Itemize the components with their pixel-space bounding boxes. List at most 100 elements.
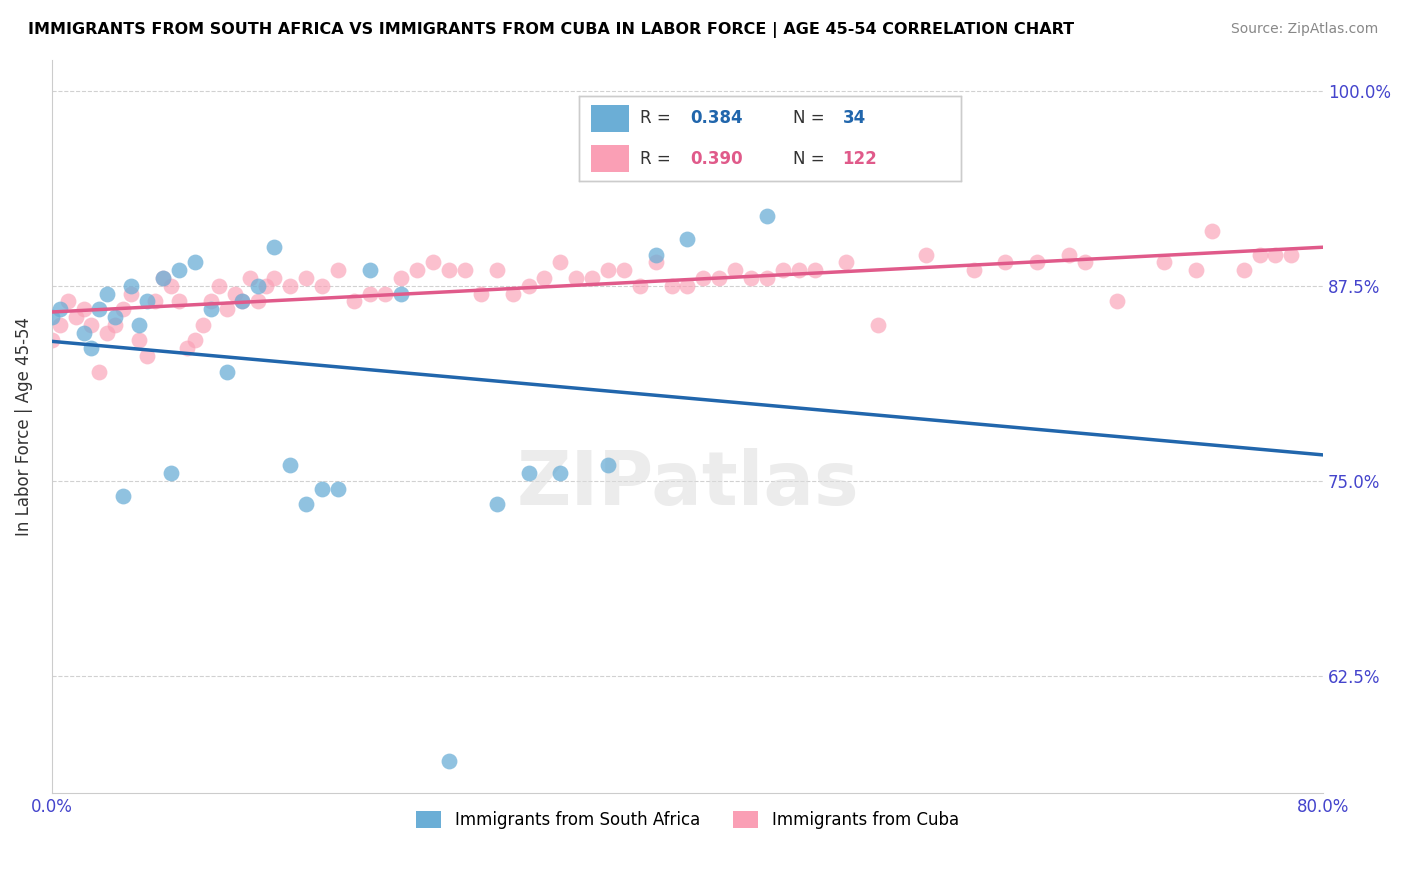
Point (644, 247, 666, 261)
Point (89, 365, 111, 379)
Point (502, 286, 524, 301)
Legend: Immigrants from South Africa, Immigrants from Cuba: Immigrants from South Africa, Immigrants… (409, 804, 966, 836)
Point (1249, 247, 1271, 261)
Point (389, 286, 412, 301)
Point (263, 240, 285, 254)
Point (914, 247, 936, 261)
Point (89, 302, 111, 317)
Point (454, 263, 477, 277)
Point (191, 318, 214, 332)
Point (41, 334, 63, 348)
Point (343, 294, 366, 309)
Point (239, 271, 262, 285)
Point (200, 294, 222, 309)
Point (120, 286, 142, 301)
Point (692, 271, 714, 285)
Point (787, 263, 810, 277)
Point (80, 318, 103, 332)
Point (868, 318, 890, 332)
Point (167, 263, 190, 277)
Point (994, 255, 1017, 269)
Point (247, 278, 270, 293)
Point (661, 278, 683, 293)
Point (389, 271, 412, 285)
Point (1153, 255, 1175, 269)
Point (740, 271, 762, 285)
Point (48, 318, 70, 332)
Point (1026, 255, 1049, 269)
Point (803, 263, 825, 277)
Point (755, 209, 778, 223)
Point (96, 286, 118, 301)
Point (72, 326, 94, 340)
Point (311, 278, 333, 293)
Point (207, 278, 229, 293)
Point (295, 271, 318, 285)
Point (263, 271, 285, 285)
Text: Source: ZipAtlas.com: Source: ZipAtlas.com (1230, 22, 1378, 37)
Point (533, 271, 555, 285)
Point (224, 286, 246, 301)
Point (143, 294, 166, 309)
Point (326, 482, 349, 496)
Point (755, 271, 778, 285)
Point (112, 489, 135, 503)
Point (517, 466, 540, 480)
Point (48, 302, 70, 317)
Y-axis label: In Labor Force | Age 45-54: In Labor Force | Age 45-54 (15, 317, 32, 535)
Point (485, 263, 508, 277)
Point (1057, 247, 1080, 261)
Point (160, 278, 183, 293)
Point (1264, 247, 1286, 261)
Point (215, 365, 238, 379)
Point (470, 286, 492, 301)
Point (565, 271, 588, 285)
Point (596, 263, 619, 277)
Point (80, 341, 103, 355)
Point (437, 755, 460, 769)
Point (72, 302, 94, 317)
Point (1105, 294, 1128, 309)
Point (65, 310, 87, 324)
Point (56, 294, 79, 309)
Point (128, 318, 150, 332)
Point (326, 263, 349, 277)
Point (962, 263, 984, 277)
Point (254, 278, 277, 293)
Point (359, 263, 381, 277)
Text: ZIPatlas: ZIPatlas (516, 449, 859, 521)
Point (485, 497, 508, 511)
Point (160, 466, 183, 480)
Point (1074, 255, 1097, 269)
Point (1279, 247, 1302, 261)
Point (167, 294, 190, 309)
Point (231, 294, 253, 309)
Point (136, 294, 159, 309)
Point (1201, 224, 1223, 238)
Point (628, 278, 651, 293)
Point (104, 310, 127, 324)
Point (550, 466, 572, 480)
Point (581, 271, 603, 285)
Point (176, 341, 198, 355)
Point (724, 263, 747, 277)
Point (112, 302, 135, 317)
Point (278, 278, 301, 293)
Point (596, 458, 619, 472)
Point (709, 271, 731, 285)
Point (136, 349, 159, 363)
Point (104, 318, 127, 332)
Point (41, 310, 63, 324)
Point (96, 326, 118, 340)
Point (231, 294, 253, 309)
Point (359, 286, 381, 301)
Point (374, 286, 396, 301)
Point (278, 458, 301, 472)
Point (644, 255, 666, 269)
Point (422, 255, 444, 269)
Point (406, 263, 429, 277)
Point (1233, 263, 1256, 277)
Point (437, 263, 460, 277)
Point (311, 482, 333, 496)
Point (550, 255, 572, 269)
